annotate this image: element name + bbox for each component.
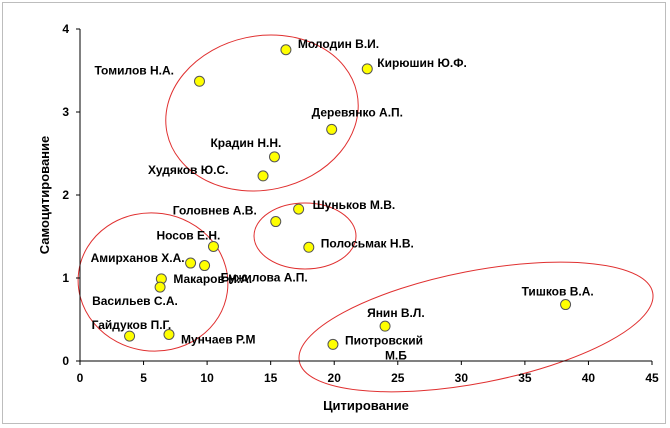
data-point — [268, 151, 280, 163]
y-tick-label: 1 — [62, 271, 69, 285]
point-label: Амирханов Х.А. — [91, 251, 185, 265]
y-axis-title: Самоцитирование — [37, 136, 52, 255]
data-point — [257, 170, 269, 182]
data-point — [163, 328, 175, 340]
cluster-ellipses — [77, 34, 654, 393]
y-tick-label: 4 — [62, 22, 69, 36]
data-point — [303, 241, 315, 253]
cluster-ellipse — [165, 34, 359, 192]
data-point — [207, 240, 219, 252]
x-tick-label: 35 — [518, 371, 532, 385]
x-axis-title: Цитирование — [323, 398, 409, 413]
x-tick-label: 10 — [200, 371, 214, 385]
data-point — [326, 123, 338, 135]
data-point — [270, 216, 282, 228]
point-label: Томилов Н.А. — [94, 63, 174, 77]
point-label: Тишков В.А. — [522, 285, 594, 299]
point-label: Бужилова А.П. — [221, 271, 308, 285]
data-point — [361, 63, 373, 75]
x-tick-label: 20 — [328, 371, 342, 385]
data-points — [124, 44, 572, 350]
data-point — [193, 75, 205, 87]
x-tick-label: 40 — [582, 371, 596, 385]
data-point — [280, 44, 292, 56]
point-label: Носов Е.Н. — [156, 228, 220, 242]
data-point — [293, 203, 305, 215]
cluster-ellipse — [253, 202, 357, 270]
x-tick-label: 15 — [264, 371, 278, 385]
data-point — [199, 260, 211, 272]
x-tick-label: 25 — [391, 371, 405, 385]
data-point — [560, 299, 572, 311]
point-label: Худяков Ю.С. — [148, 163, 228, 177]
point-label: Васильев С.А. — [92, 294, 178, 308]
axes — [76, 28, 653, 365]
data-point — [185, 257, 197, 269]
data-point — [124, 330, 136, 342]
x-tick-label: 5 — [140, 371, 147, 385]
y-tick-label: 0 — [62, 354, 69, 368]
cluster-ellipse — [77, 212, 229, 352]
chart-frame — [2, 2, 666, 424]
y-tick-label: 2 — [62, 188, 69, 202]
data-point — [154, 281, 166, 293]
point-label: Полосьмак Н.В. — [321, 236, 414, 250]
point-label: Молодин В.И. — [298, 37, 379, 51]
x-tick-label: 45 — [645, 371, 659, 385]
point-labels: Молодин В.И. Кирюшин Ю.Ф. Томилов Н.А. Дере… — [91, 37, 594, 363]
data-point — [379, 320, 391, 332]
tick-labels: 0 5 10 15 20 25 30 35 40 45 0 1 2 3 4 — [62, 22, 659, 385]
point-label: Макаров Н.А. — [173, 272, 252, 286]
point-label: Мунчаев Р.М — [181, 332, 255, 346]
cluster-ellipse — [298, 261, 654, 393]
point-label: Деревянко А.П. — [312, 105, 403, 119]
x-tick-label: 30 — [455, 371, 469, 385]
point-label: Пиотровский М.Б — [345, 333, 423, 362]
point-label: Кирюшин Ю.Ф. — [377, 56, 467, 70]
point-label: Шуньков М.В. — [313, 198, 396, 212]
y-tick-label: 3 — [62, 105, 69, 119]
point-label: Янин В.Л. — [367, 306, 425, 320]
point-label: Головнев А.В. — [173, 204, 257, 218]
data-point — [327, 338, 339, 350]
point-label: Гайдуков П.Г. — [92, 318, 172, 332]
x-tick-label: 0 — [77, 371, 84, 385]
point-label: Крадин Н.Н. — [210, 136, 281, 150]
